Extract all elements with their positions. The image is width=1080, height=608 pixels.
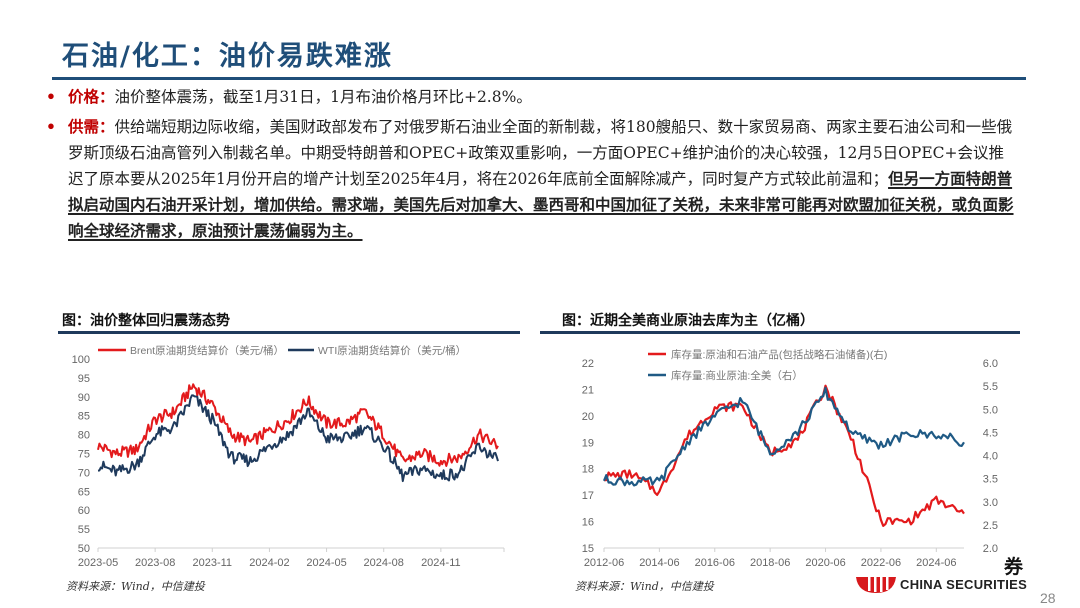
- svg-text:80: 80: [78, 430, 90, 442]
- right-figure-title: 图：近期全美商业原油去库为主（亿桶）: [562, 313, 814, 329]
- svg-text:WTI原油期货结算价（美元/桶）: WTI原油期货结算价（美元/桶）: [318, 344, 466, 357]
- brand-glyph: 券: [1004, 556, 1024, 578]
- title-divider: [52, 77, 1026, 80]
- svg-text:90: 90: [78, 392, 90, 404]
- china-securities-logo-icon: [856, 577, 896, 593]
- bullet-supply-demand: • 供需：供给端短期边际收缩，美国财政部发布了对俄罗斯石油业全面的新制裁，将18…: [46, 114, 1016, 244]
- bullet-price: • 价格：油价整体震荡，截至1月31日，1月布油价格月环比+2.8%。: [46, 84, 1016, 110]
- svg-text:4.0: 4.0: [983, 451, 998, 463]
- svg-text:85: 85: [78, 411, 90, 423]
- svg-text:Brent原油期货结算价（美元/桶）: Brent原油期货结算价（美元/桶）: [130, 344, 284, 357]
- svg-text:2024-11: 2024-11: [421, 557, 461, 569]
- svg-text:3.5: 3.5: [983, 474, 998, 486]
- svg-text:6.0: 6.0: [983, 358, 998, 370]
- svg-text:95: 95: [78, 373, 90, 385]
- svg-text:21: 21: [582, 384, 594, 396]
- svg-text:2024-06: 2024-06: [916, 557, 956, 569]
- svg-text:2020-06: 2020-06: [805, 557, 845, 569]
- bullet-dot-icon: •: [46, 117, 56, 136]
- right-figure-source: 资料来源：Wind，中信建投: [575, 580, 714, 593]
- svg-text:2.5: 2.5: [983, 520, 998, 532]
- svg-text:15: 15: [582, 543, 594, 555]
- page-number: 28: [1040, 590, 1056, 606]
- svg-text:库存量:商业原油:全美（右）: 库存量:商业原油:全美（右）: [671, 369, 803, 382]
- svg-text:70: 70: [78, 467, 90, 479]
- page-title: 石油/化工：油价易跌难涨: [62, 41, 393, 72]
- svg-text:2012-06: 2012-06: [584, 557, 624, 569]
- bullet-text: 油价整体震荡，截至1月31日，1月布油价格月环比+2.8%。: [114, 88, 532, 106]
- left-figure-rule: [58, 331, 520, 334]
- right-figure-rule: [540, 331, 1020, 334]
- svg-text:18: 18: [582, 464, 594, 476]
- svg-text:16: 16: [582, 517, 594, 529]
- svg-text:50: 50: [78, 543, 90, 555]
- svg-text:65: 65: [78, 486, 90, 498]
- bullet-underlined-text: 但另一方面特朗普拟启动国内石油开采计划，增加供给。需求端，美国先后对加拿大、墨西…: [68, 169, 1014, 240]
- svg-text:5.0: 5.0: [983, 404, 998, 416]
- svg-text:19: 19: [582, 437, 594, 449]
- left-figure-source: 资料来源：Wind，中信建投: [66, 580, 205, 593]
- svg-text:库存量:原油和石油产品(包括战略石油储备)(右): 库存量:原油和石油产品(包括战略石油储备)(右): [671, 348, 887, 361]
- bullet-key: 供需：: [68, 117, 115, 136]
- left-figure-title: 图：油价整体回归震荡态势: [62, 313, 230, 329]
- svg-text:2014-06: 2014-06: [639, 557, 679, 569]
- svg-text:2024-05: 2024-05: [306, 557, 346, 569]
- crude-inventory-chart: 15 16 17 18 19 20 21 22 2.0 2.5 3.0 3.5 4.0 4.5 5.0 5.5…: [582, 348, 998, 569]
- bullet-text: 供给端短期边际收缩，美国财政部发布了对俄罗斯石油业全面的新制裁，将180艘船只、…: [68, 118, 1013, 188]
- svg-text:2024-08: 2024-08: [364, 557, 404, 569]
- svg-text:60: 60: [78, 505, 90, 517]
- svg-text:20: 20: [582, 411, 594, 423]
- svg-text:2023-05: 2023-05: [78, 557, 118, 569]
- bullet-list: • 价格：油价整体震荡，截至1月31日，1月布油价格月环比+2.8%。 • 供需…: [46, 84, 1016, 248]
- svg-text:2018-06: 2018-06: [750, 557, 790, 569]
- svg-text:4.5: 4.5: [983, 427, 998, 439]
- svg-text:2022-06: 2022-06: [861, 557, 901, 569]
- svg-text:2016-06: 2016-06: [695, 557, 735, 569]
- svg-text:17: 17: [582, 490, 594, 502]
- bullet-key: 价格：: [68, 87, 115, 106]
- svg-text:2023-08: 2023-08: [135, 557, 175, 569]
- bullet-dot-icon: •: [46, 87, 56, 106]
- svg-text:100: 100: [72, 354, 90, 366]
- svg-text:55: 55: [78, 524, 90, 536]
- svg-text:5.5: 5.5: [983, 381, 998, 393]
- svg-text:2023-11: 2023-11: [193, 557, 233, 569]
- svg-text:75: 75: [78, 449, 90, 461]
- brand-text: CHINA SECURITIES: [900, 577, 1028, 592]
- svg-text:2.0: 2.0: [983, 543, 998, 555]
- svg-text:22: 22: [582, 358, 594, 370]
- oil-price-chart: 50 55 60 65 70 75 80 85 90 95 100 2023-05 2023-08 202…: [72, 344, 505, 569]
- svg-text:3.0: 3.0: [983, 497, 998, 509]
- svg-text:2024-02: 2024-02: [249, 557, 289, 569]
